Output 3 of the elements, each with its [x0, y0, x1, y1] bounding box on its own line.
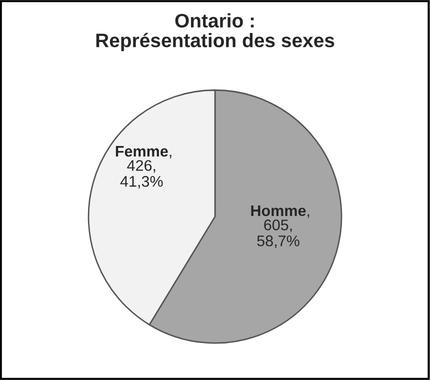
slice-label: Homme [251, 205, 306, 216]
chart-title: Ontario : Représentation des sexes [96, 13, 334, 52]
slice-label: Femme [116, 146, 168, 157]
